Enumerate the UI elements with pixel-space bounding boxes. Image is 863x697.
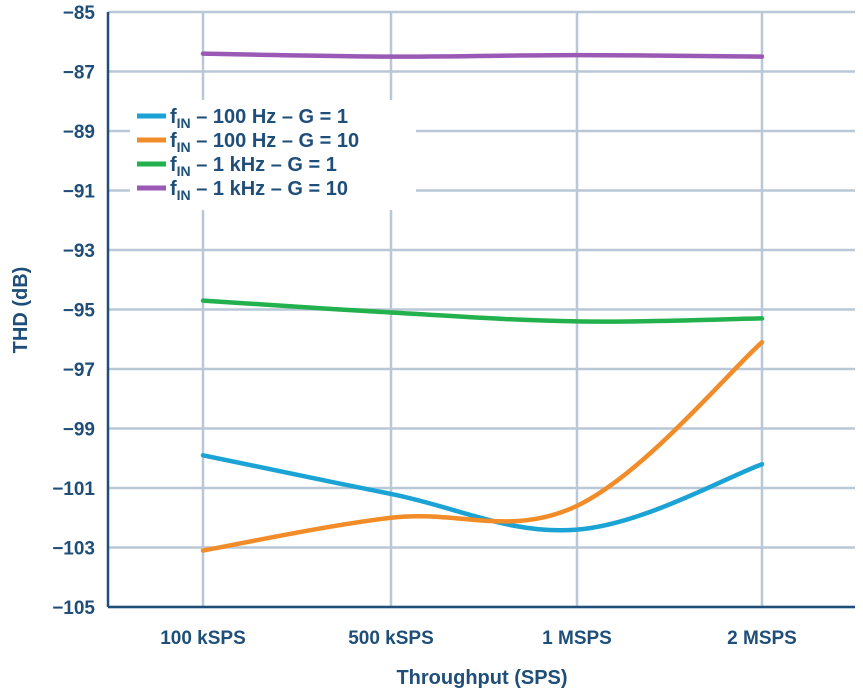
x-tick-label: 500 kSPS	[348, 628, 434, 649]
x-tick-labels: 100 kSPS 500 kSPS 1 MSPS 2 MSPS	[160, 628, 797, 649]
series-line-3	[200, 298, 765, 324]
y-tick-label: −93	[63, 241, 95, 262]
y-tick-label: −97	[63, 360, 95, 381]
x-axis-title: Throughput (SPS)	[396, 667, 567, 689]
y-tick-label: −95	[63, 301, 96, 322]
y-tick-label: −85	[63, 3, 96, 24]
y-tick-label: −101	[52, 479, 95, 500]
y-axis-title: THD (dB)	[10, 267, 32, 354]
legend-box	[130, 100, 416, 210]
y-tick-label: −99	[63, 420, 95, 441]
x-tick-label: 1 MSPS	[542, 628, 612, 649]
y-tick-labels: −85 −87 −89 −91 −93 −95 −97 −99 −101 −103 −105	[52, 3, 95, 619]
legend-label: fIN – 100 Hz – G = 10	[170, 130, 359, 155]
y-tick-label: −89	[63, 122, 95, 143]
series-line-4	[200, 51, 765, 59]
legend-label: fIN – 1 kHz – G = 10	[170, 178, 348, 203]
y-tick-label: −103	[52, 539, 95, 560]
y-tick-label: −87	[63, 63, 95, 84]
x-tick-label: 2 MSPS	[727, 628, 797, 649]
x-tick-label: 100 kSPS	[160, 628, 246, 649]
y-tick-label: −105	[52, 598, 95, 619]
y-tick-label: −91	[63, 182, 96, 203]
legend-label: fIN – 1 kHz – G = 1	[170, 154, 337, 179]
legend-label: fIN – 100 Hz – G = 1	[170, 106, 348, 131]
series-line-2	[200, 339, 765, 553]
series-lines	[200, 51, 765, 553]
